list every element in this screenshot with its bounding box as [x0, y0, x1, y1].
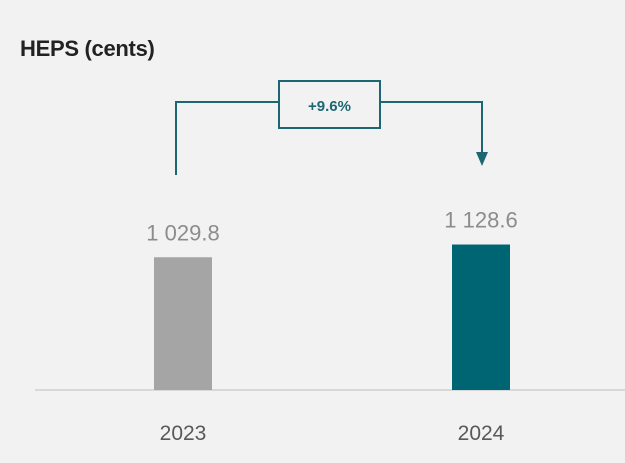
annotation-bracket-right	[380, 101, 483, 152]
annotation-bracket-left	[175, 101, 279, 175]
annotation-label: +9.6%	[308, 98, 351, 115]
chart-title: HEPS (cents)	[20, 36, 155, 61]
bar-2024	[452, 244, 510, 390]
x-tick-label-2023: 2023	[160, 422, 207, 445]
x-tick-label-2024: 2024	[458, 422, 505, 445]
data-label-2024: 1 128.6	[444, 208, 517, 233]
data-label-2023: 1 029.8	[146, 220, 219, 245]
annotation-box	[278, 80, 381, 129]
bar-2023	[154, 257, 212, 390]
annotation-arrowhead	[476, 152, 488, 166]
